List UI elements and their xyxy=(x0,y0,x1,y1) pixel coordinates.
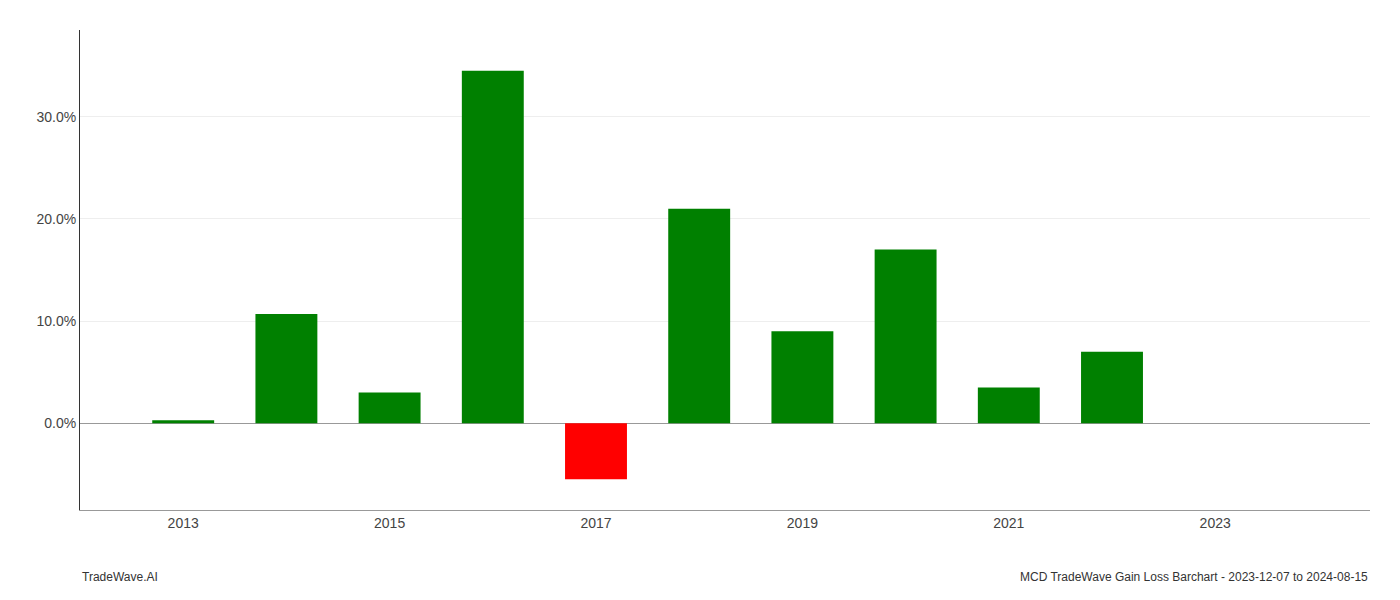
svg-text:MCD TradeWave Gain Loss Barcha: MCD TradeWave Gain Loss Barchart - 2023-… xyxy=(1020,570,1368,584)
svg-text:2023: 2023 xyxy=(1200,515,1231,531)
svg-text:2013: 2013 xyxy=(168,515,199,531)
svg-text:2015: 2015 xyxy=(374,515,405,531)
svg-text:0.0%: 0.0% xyxy=(44,415,76,431)
svg-text:TradeWave.AI: TradeWave.AI xyxy=(82,570,158,584)
svg-text:2019: 2019 xyxy=(787,515,818,531)
svg-text:2017: 2017 xyxy=(580,515,611,531)
svg-text:30.0%: 30.0% xyxy=(36,109,76,125)
svg-text:2021: 2021 xyxy=(993,515,1024,531)
svg-text:20.0%: 20.0% xyxy=(36,211,76,227)
svg-text:10.0%: 10.0% xyxy=(36,313,76,329)
